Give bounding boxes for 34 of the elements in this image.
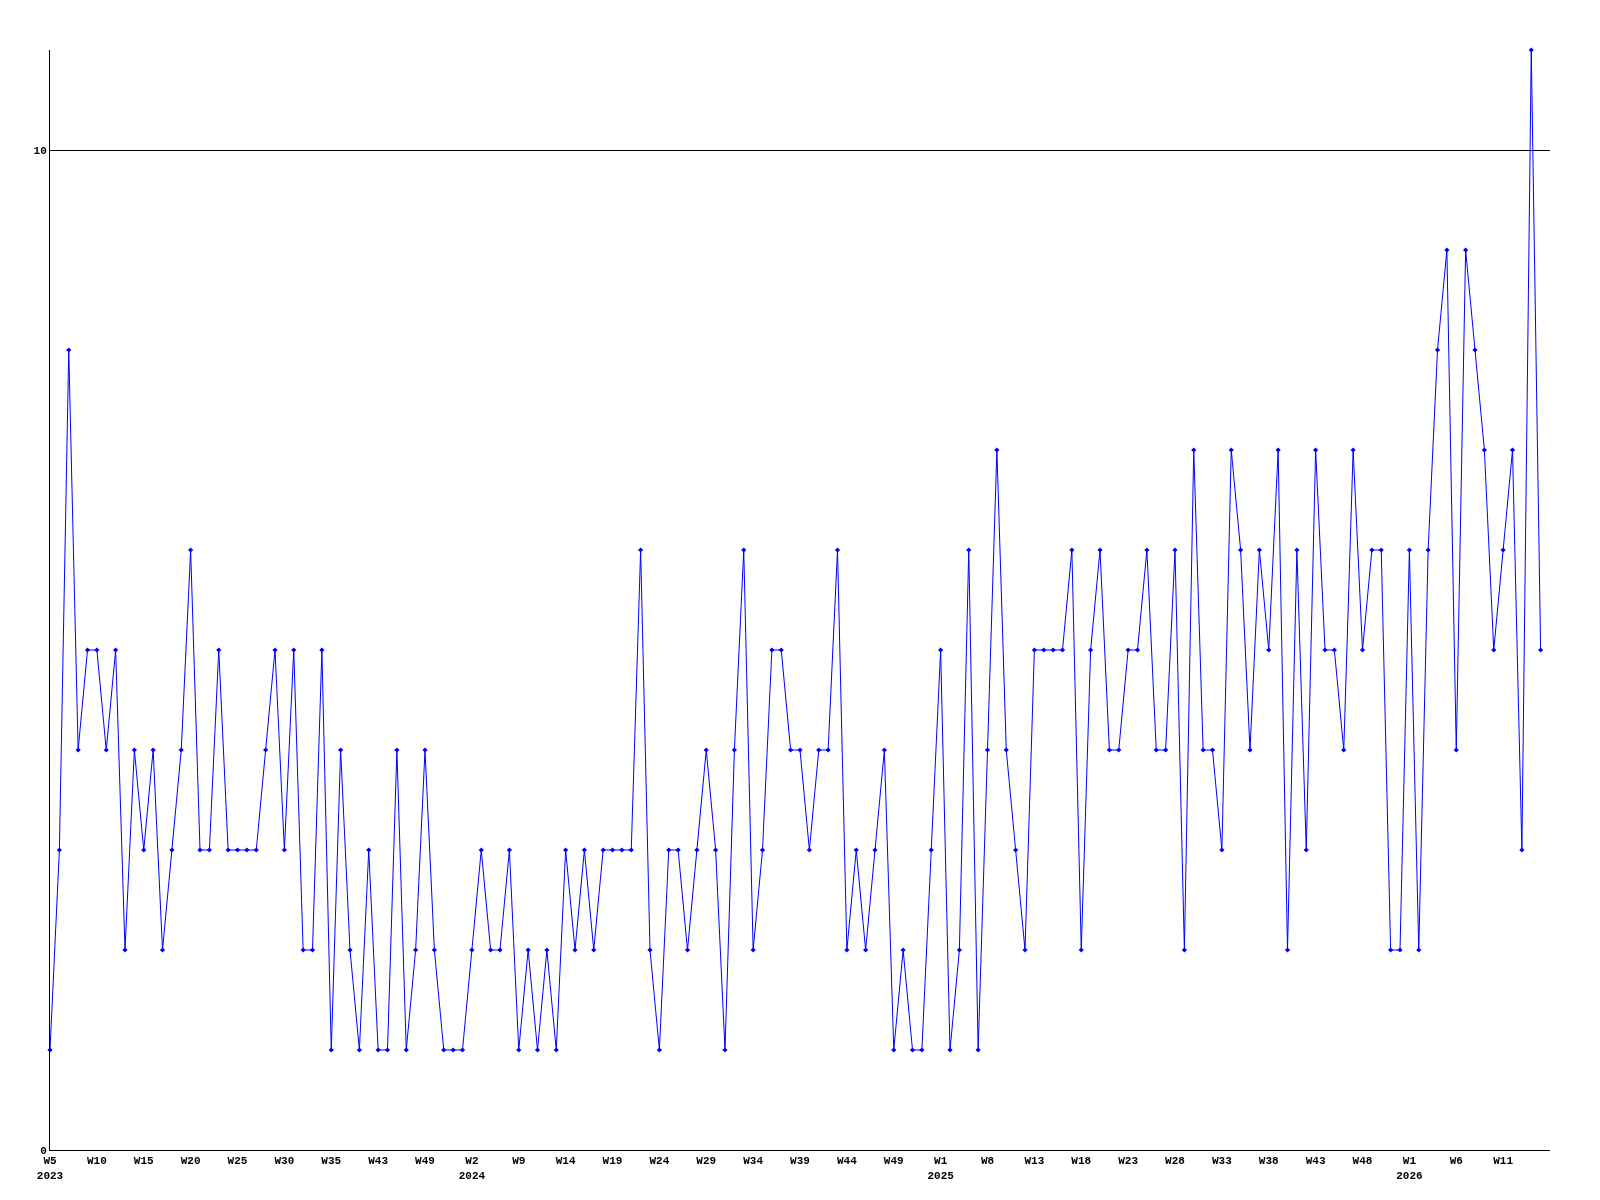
x-tick-label: W39: [790, 1155, 810, 1168]
y-tick-label: 10: [33, 144, 47, 157]
x-tick-label: W11: [1493, 1155, 1514, 1168]
x-tick-label: W49: [415, 1155, 435, 1168]
x-tick-label: W30: [274, 1155, 295, 1168]
x-tick-label: W28: [1165, 1155, 1186, 1168]
x-tick-label: W5 2023: [36, 1155, 64, 1182]
x-tick-label: W15: [133, 1155, 155, 1168]
x-tick-label: W29: [696, 1155, 717, 1168]
x-tick-label: W2 2024: [458, 1155, 486, 1182]
x-tick-label: W10: [86, 1155, 107, 1168]
x-tick-label: W6: [1449, 1155, 1463, 1168]
x-tick-label: W38: [1258, 1155, 1280, 1168]
x-tick-label: W24: [649, 1155, 670, 1168]
x-tick-label: W43: [368, 1155, 389, 1168]
x-tick-label: W25: [227, 1155, 248, 1168]
x-tick-label: W14: [555, 1155, 576, 1168]
y-tick-label: 0: [40, 1144, 47, 1157]
x-tick-label: W23: [1118, 1155, 1139, 1168]
x-tick-label: W44: [836, 1155, 858, 1168]
x-tick-label: W13: [1024, 1155, 1045, 1168]
x-tick-label: W19: [602, 1155, 623, 1168]
x-tick-label: W9: [512, 1155, 526, 1168]
x-tick-label: W34: [743, 1155, 764, 1168]
x-tick-label: W33: [1211, 1155, 1233, 1168]
x-tick-label: W1 2026: [1396, 1155, 1423, 1182]
x-tick-label: W1 2025: [927, 1155, 955, 1182]
x-tick-label: W18: [1071, 1155, 1092, 1168]
x-tick-label: W35: [321, 1155, 342, 1168]
x-tick-label: W8: [980, 1155, 995, 1168]
x-tick-label: W20: [180, 1155, 201, 1168]
x-tick-label: W49: [883, 1155, 904, 1168]
x-tick-label: W43: [1305, 1155, 1326, 1168]
x-tick-label: W48: [1352, 1155, 1373, 1168]
